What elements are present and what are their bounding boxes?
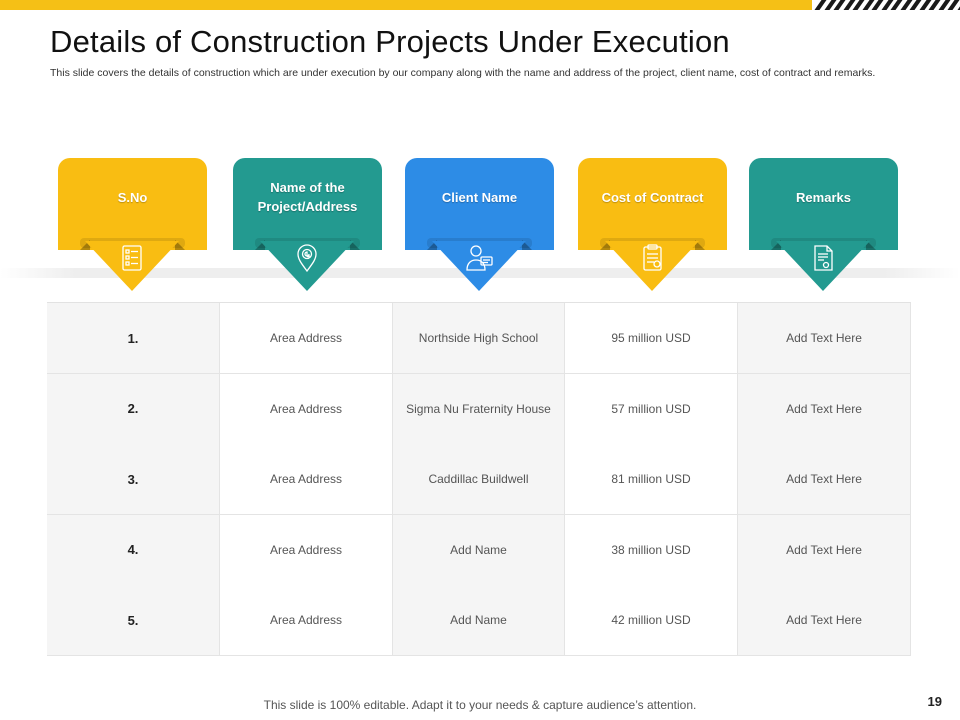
checklist-icon xyxy=(116,242,148,274)
header-fold-right xyxy=(866,240,876,250)
cell-sno: 5. xyxy=(47,585,220,655)
header-box xyxy=(405,158,554,250)
column-header-1: S.No xyxy=(58,158,207,298)
table-row: 4. Area Address Add Name 38 million USD Add … xyxy=(47,514,911,586)
table-row: 5. Area Address Add Name 42 million USD Add … xyxy=(47,585,911,656)
cell-client: Northside High School xyxy=(393,303,565,373)
column-headers: S.No Name of the Project/Address Client Na… xyxy=(0,158,960,298)
cell-sno: 3. xyxy=(47,444,220,514)
cell-project: Area Address xyxy=(220,373,393,444)
slide-title: Details of Construction Projects Under E… xyxy=(50,24,730,59)
column-header-3: Client Name xyxy=(405,158,554,298)
cell-client: Sigma Nu Fraternity House xyxy=(393,373,565,444)
header-fold-right xyxy=(350,240,360,250)
header-pointer xyxy=(432,241,526,291)
cell-client: Add Name xyxy=(393,514,565,585)
contract-document-icon xyxy=(636,242,668,274)
header-label: Cost of Contract xyxy=(601,189,704,205)
slide-subtitle: This slide covers the details of constru… xyxy=(50,67,876,79)
cell-project: Area Address xyxy=(220,585,393,655)
header-box xyxy=(578,158,727,250)
table-row: 3. Area Address Caddillac Buildwell 81 mill… xyxy=(47,444,911,515)
cell-sno: 2. xyxy=(47,373,220,444)
cell-project: Area Address xyxy=(220,514,393,585)
cell-remarks: Add Text Here xyxy=(738,373,911,444)
projects-table: 1. Area Address Northside High School 95 mi… xyxy=(47,302,911,656)
header-box xyxy=(58,158,207,250)
header-fold-right xyxy=(695,240,705,250)
cell-cost: 95 million USD xyxy=(565,303,738,373)
cell-cost: 42 million USD xyxy=(565,585,738,655)
cell-sno: 4. xyxy=(47,514,220,585)
header-box xyxy=(233,158,382,250)
client-person-icon xyxy=(463,242,495,274)
header-label: Client Name xyxy=(441,189,518,205)
cell-cost: 38 million USD xyxy=(565,514,738,585)
header-pointer xyxy=(776,241,870,291)
hazard-stripes xyxy=(812,0,960,10)
cell-sno: 1. xyxy=(47,303,220,373)
table-row: 2. Area Address Sigma Nu Fraternity House 5… xyxy=(47,373,911,445)
cell-remarks: Add Text Here xyxy=(738,514,911,585)
top-accent-bar xyxy=(0,0,960,10)
footer-note: This slide is 100% editable. Adapt it to… xyxy=(263,698,697,712)
cell-project: Area Address xyxy=(220,444,393,514)
certificate-icon xyxy=(807,242,839,274)
header-fold-right xyxy=(175,240,185,250)
cell-project: Area Address xyxy=(220,303,393,373)
cell-client: Add Name xyxy=(393,585,565,655)
cell-remarks: Add Text Here xyxy=(738,585,911,655)
page-number: 19 xyxy=(927,694,942,709)
cell-remarks: Add Text Here xyxy=(738,444,911,514)
column-header-2: Name of the Project/Address xyxy=(233,158,382,298)
header-label: Name of the Project/Address xyxy=(257,180,358,214)
column-header-5: Remarks xyxy=(749,158,898,298)
column-header-4: Cost of Contract xyxy=(578,158,727,298)
cell-cost: 57 million USD xyxy=(565,373,738,444)
header-label: S.No xyxy=(117,189,148,205)
header-box xyxy=(749,158,898,250)
location-pin-icon xyxy=(291,242,323,274)
cell-cost: 81 million USD xyxy=(565,444,738,514)
cell-remarks: Add Text Here xyxy=(738,303,911,373)
header-label: Remarks xyxy=(796,189,851,205)
table-row: 1. Area Address Northside High School 95 mi… xyxy=(47,303,911,374)
header-pointer xyxy=(85,241,179,291)
header-fold-right xyxy=(522,240,532,250)
cell-client: Caddillac Buildwell xyxy=(393,444,565,514)
